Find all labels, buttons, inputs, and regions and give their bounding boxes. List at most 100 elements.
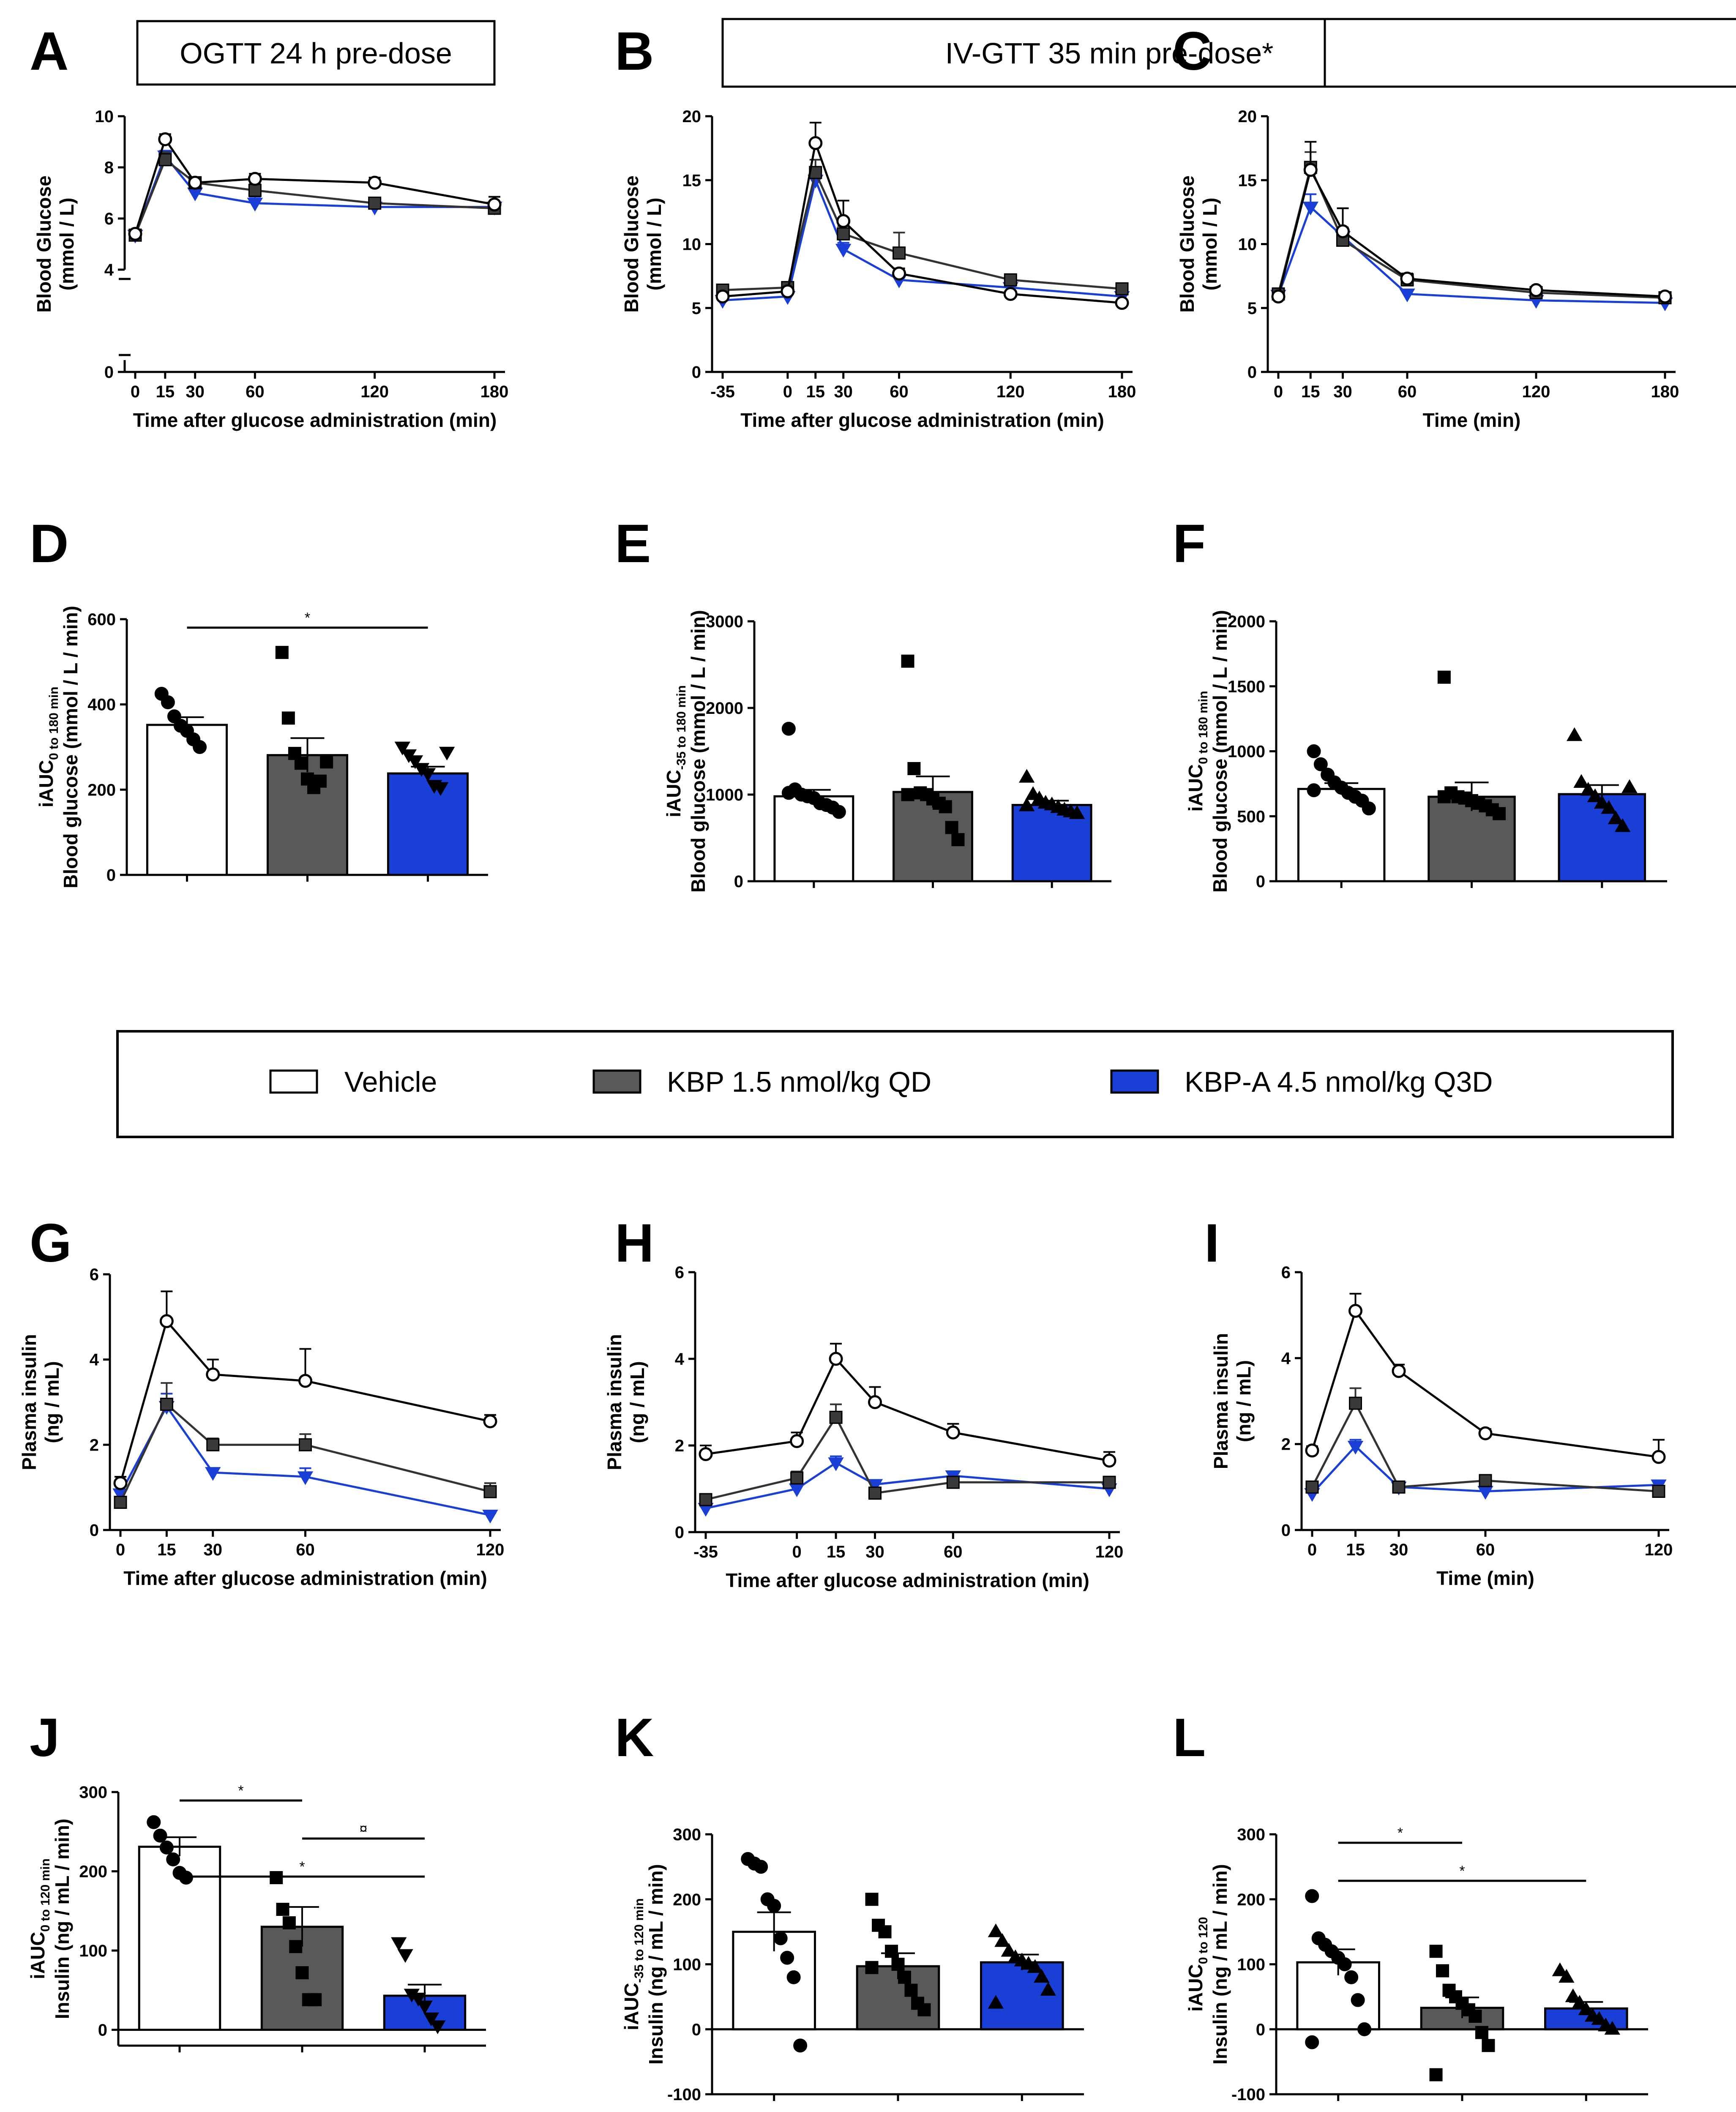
data-point (248, 172, 262, 186)
data-point (1567, 727, 1583, 741)
panel-c: CIV-GTT 24 h pre-dose*051015200153060120… (1173, 18, 1736, 431)
y-tick-label: 0 (90, 1521, 99, 1540)
data-point (1658, 290, 1672, 304)
data-point (868, 1486, 882, 1500)
data-point (1578, 2001, 1594, 2015)
series-line (134, 158, 495, 236)
x-tick-label: 15 (156, 383, 175, 401)
legend-swatch-kbpa (1110, 1069, 1159, 1094)
y-axis-label: iAUC0 to 120 minInsulin (ng / mL / min) (27, 1819, 73, 2019)
y-tick-label: -100 (1231, 2085, 1265, 2104)
data-point (1573, 774, 1589, 788)
data-point (206, 1367, 220, 1382)
data-point (247, 198, 263, 212)
y-axis-label: Blood Glucose(mmol / L) (1176, 175, 1221, 313)
data-point (829, 1410, 843, 1424)
data-point (1478, 1426, 1493, 1440)
data-point (1271, 290, 1286, 304)
data-point (1552, 1962, 1568, 1976)
y-axis-label: iAUC0 to 180 minBlood glucose (mmol / L … (1185, 610, 1231, 893)
data-point (835, 243, 852, 258)
bar-group-kbp (1428, 670, 1516, 888)
data-point (891, 1958, 905, 1971)
bar-group-kbpa (387, 741, 469, 882)
data-point (836, 214, 851, 228)
series-line (722, 139, 1122, 304)
x-tick-label: 30 (1389, 1541, 1408, 1559)
data-point (781, 284, 795, 298)
x-tick-label: 30 (204, 1541, 223, 1559)
data-point (1357, 2022, 1372, 2036)
data-point (1608, 810, 1624, 825)
data-point (1305, 1480, 1319, 1494)
series-line (1277, 205, 1665, 304)
data-point (904, 1984, 918, 1997)
data-point (885, 1945, 898, 1958)
y-tick-label: 300 (673, 1825, 701, 1844)
data-point (206, 1438, 220, 1451)
series-line (119, 1319, 491, 1484)
y-tick-label: 6 (675, 1263, 684, 1282)
data-point (1336, 224, 1350, 238)
data-point (939, 800, 952, 814)
data-point (114, 1495, 127, 1509)
data-point (1349, 1396, 1362, 1410)
data-point (829, 1352, 843, 1366)
y-tick-label: 0 (106, 866, 116, 885)
data-point (147, 1815, 161, 1829)
x-axis-label: Time (min) (1436, 1567, 1534, 1589)
data-point (898, 1970, 911, 1984)
data-point (1559, 1969, 1575, 1983)
y-tick-label: 4 (1281, 1349, 1291, 1368)
data-point (160, 1398, 173, 1411)
data-point (790, 1434, 804, 1448)
panel-label: C (1173, 21, 1212, 82)
data-point (483, 1414, 497, 1429)
data-point (299, 1438, 312, 1451)
x-tick-label: 0 (783, 383, 792, 401)
series-kbp (128, 151, 501, 242)
series-line (705, 1462, 1110, 1510)
data-point (1437, 670, 1451, 684)
data-point (754, 1860, 768, 1874)
data-point (153, 1828, 167, 1843)
data-point (907, 762, 921, 775)
y-tick-label: 0 (1281, 1521, 1291, 1540)
data-point (1115, 282, 1129, 295)
panel-title: IV-GTT 35 min pre-dose* (945, 37, 1274, 70)
data-point (1614, 818, 1631, 832)
data-point (1400, 271, 1414, 286)
panel-label: D (30, 514, 68, 574)
data-point (1302, 202, 1318, 216)
data-point (282, 1916, 296, 1929)
data-point (832, 805, 846, 819)
data-point (878, 1925, 892, 1939)
data-point (917, 2003, 931, 2016)
data-point (295, 1966, 309, 1979)
y-tick-label: 20 (1238, 107, 1257, 126)
significance-marker: * (238, 1783, 243, 1799)
x-tick-label: 30 (834, 383, 853, 401)
series-vehicle (715, 122, 1129, 310)
x-tick-label: 180 (480, 383, 509, 401)
legend-swatch-vehicle (269, 1069, 318, 1094)
data-point (1479, 1474, 1492, 1487)
data-point (1475, 2026, 1488, 2039)
data-point (167, 709, 181, 724)
y-axis-label: Blood Glucose(mmol / L) (33, 175, 78, 313)
panel-label: E (615, 514, 651, 574)
x-tick-label: 180 (1108, 383, 1136, 401)
panel-d: D 0 200 400 600 iAUC0 to 180 minBlood glucose… (30, 514, 488, 888)
data-point (420, 768, 436, 782)
data-point (1069, 805, 1085, 819)
data-point (865, 1893, 879, 1906)
x-tick-label: 60 (890, 383, 909, 401)
data-point (1469, 2010, 1482, 2023)
panel-l: L -100 0 100 200 300 iAUC0 to 120Insulin (ng /… (1173, 1708, 1648, 2104)
data-point (808, 136, 823, 150)
data-point (483, 1485, 497, 1498)
data-point (1580, 781, 1596, 796)
y-tick-label: -100 (667, 2085, 701, 2104)
y-tick-label: 15 (682, 171, 701, 190)
